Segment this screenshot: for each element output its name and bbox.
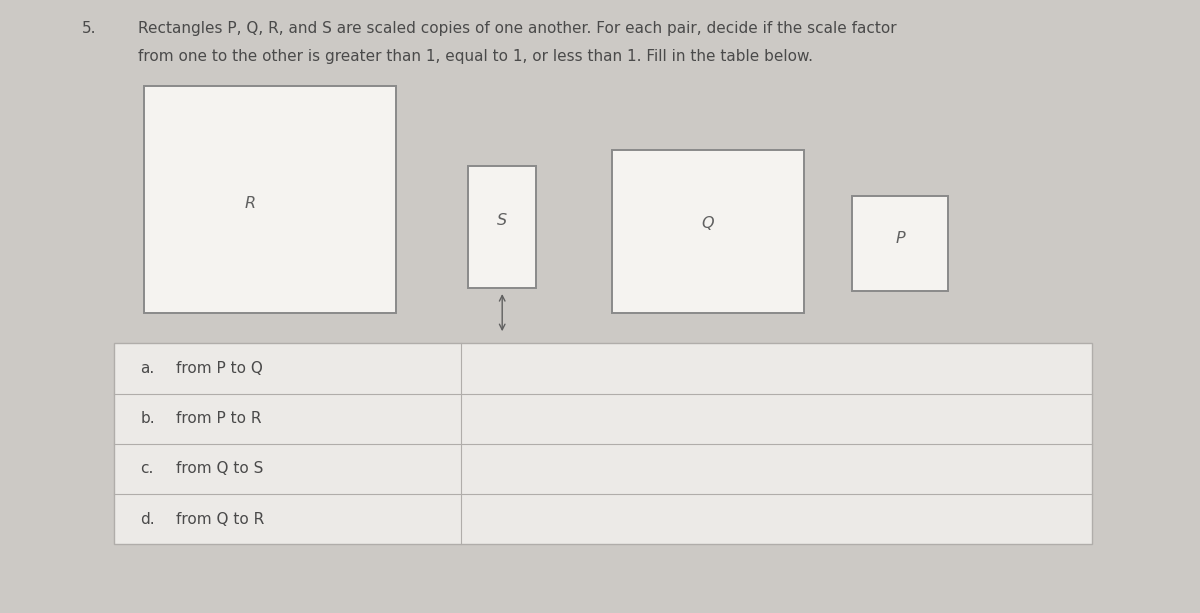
Text: from one to the other is greater than 1, equal to 1, or less than 1. Fill in the: from one to the other is greater than 1,… bbox=[138, 49, 814, 64]
Bar bbox=[852, 196, 948, 291]
Text: R: R bbox=[245, 196, 256, 211]
Text: S: S bbox=[497, 213, 508, 228]
Bar bbox=[144, 86, 396, 313]
Bar bbox=[468, 166, 536, 288]
Text: d.: d. bbox=[140, 512, 155, 527]
Text: Q: Q bbox=[702, 216, 714, 230]
Text: from P to R: from P to R bbox=[176, 411, 262, 426]
Text: 5.: 5. bbox=[82, 21, 96, 36]
Text: from P to Q: from P to Q bbox=[176, 361, 263, 376]
Text: from Q to S: from Q to S bbox=[176, 462, 264, 476]
Text: c.: c. bbox=[140, 462, 154, 476]
Bar bbox=[612, 150, 804, 313]
Text: P: P bbox=[895, 232, 905, 246]
Text: from Q to R: from Q to R bbox=[176, 512, 265, 527]
Text: b.: b. bbox=[140, 411, 155, 426]
Text: Rectangles P, Q, R, and S are scaled copies of one another. For each pair, decid: Rectangles P, Q, R, and S are scaled cop… bbox=[138, 21, 896, 36]
Text: a.: a. bbox=[140, 361, 155, 376]
Bar bbox=[114, 343, 1092, 544]
